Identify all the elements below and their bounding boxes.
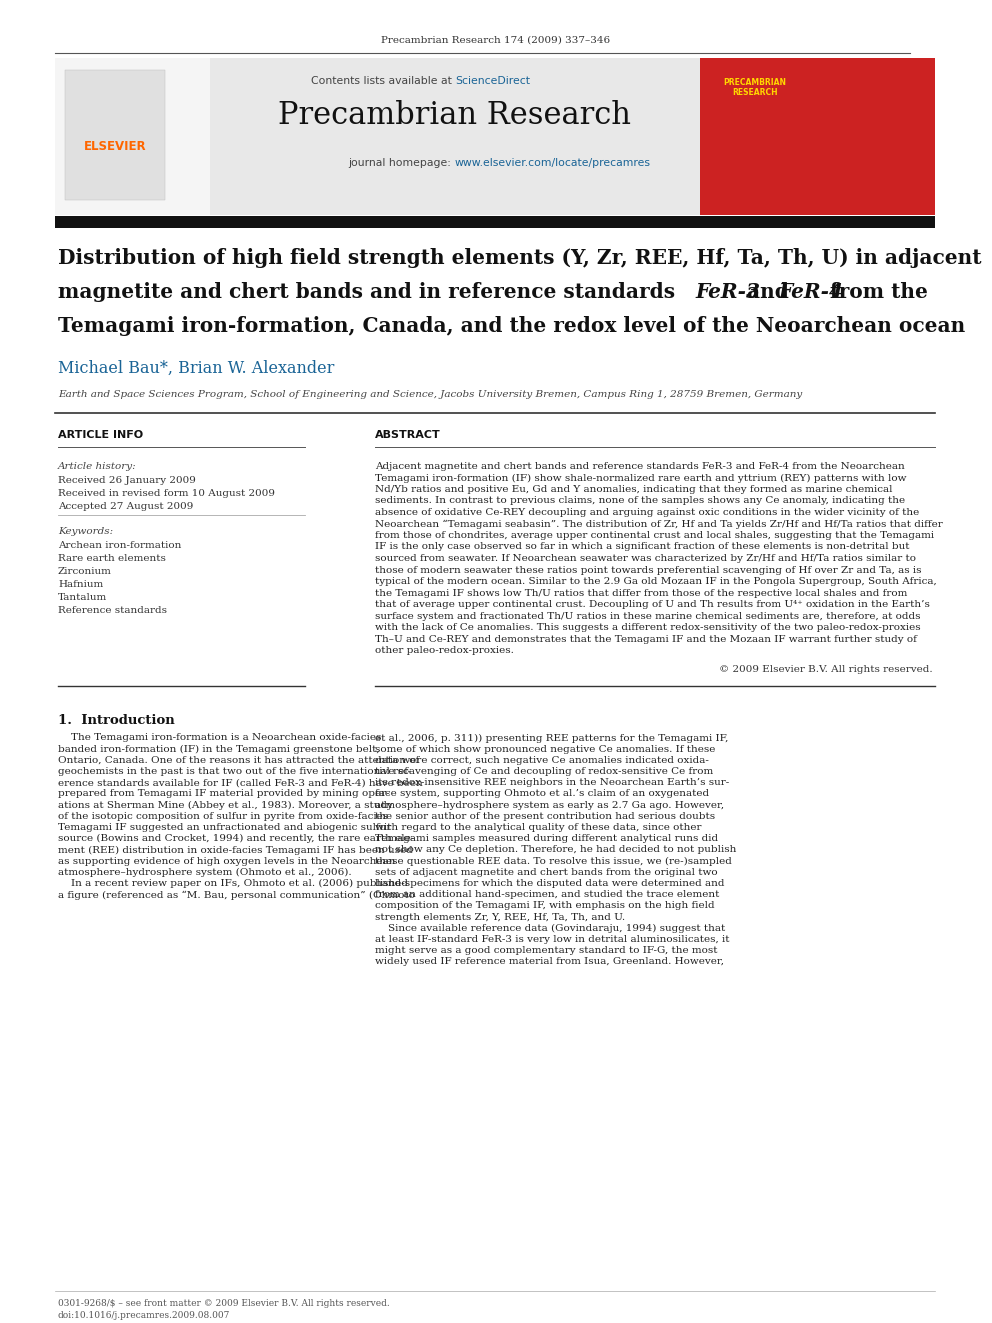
Text: with regard to the analytical quality of these data, since other: with regard to the analytical quality of… [375,823,701,832]
Text: composition of the Temagami IF, with emphasis on the high field: composition of the Temagami IF, with emp… [375,901,714,910]
Text: strength elements Zr, Y, REE, Hf, Ta, Th, and U.: strength elements Zr, Y, REE, Hf, Ta, Th… [375,913,625,922]
Text: Received 26 January 2009: Received 26 January 2009 [58,476,195,486]
Text: ARTICLE INFO: ARTICLE INFO [58,430,143,441]
FancyBboxPatch shape [65,70,165,200]
Text: FeR-3: FeR-3 [695,282,760,302]
Text: Temagami IF suggested an unfractionated and abiogenic sulfur: Temagami IF suggested an unfractionated … [58,823,392,832]
Text: ations at Sherman Mine (Abbey et al., 1983). Moreover, a study: ations at Sherman Mine (Abbey et al., 19… [58,800,393,810]
Text: from an additional hand-specimen, and studied the trace element: from an additional hand-specimen, and st… [375,890,719,900]
Text: et al., 2006, p. 311)) presenting REE patterns for the Temagami IF,: et al., 2006, p. 311)) presenting REE pa… [375,733,728,742]
Text: ELSEVIER: ELSEVIER [83,140,146,153]
Text: magnetite and chert bands and in reference standards: magnetite and chert bands and in referen… [58,282,682,302]
Text: www.elsevier.com/locate/precamres: www.elsevier.com/locate/precamres [455,157,651,168]
Text: typical of the modern ocean. Similar to the 2.9 Ga old Mozaan IF in the Pongola : typical of the modern ocean. Similar to … [375,577,936,586]
Text: ment (REE) distribution in oxide-facies Temagami IF has been used: ment (REE) distribution in oxide-facies … [58,845,413,855]
Text: Received in revised form 10 August 2009: Received in revised form 10 August 2009 [58,490,275,497]
Text: journal homepage:: journal homepage: [348,157,455,168]
Text: those of modern seawater these ratios point towards preferential scavenging of H: those of modern seawater these ratios po… [375,565,922,574]
Text: atmosphere–hydrosphere system as early as 2.7 Ga ago. However,: atmosphere–hydrosphere system as early a… [375,800,724,810]
Text: that of average upper continental crust. Decoupling of U and Th results from U⁴⁺: that of average upper continental crust.… [375,601,930,609]
Text: Reference standards: Reference standards [58,606,167,615]
Text: from the: from the [823,282,928,302]
Text: absence of oxidative Ce-REY decoupling and arguing against oxic conditions in th: absence of oxidative Ce-REY decoupling a… [375,508,920,517]
FancyBboxPatch shape [700,58,935,216]
Text: Temagami iron-formation, Canada, and the redox level of the Neoarchean ocean: Temagami iron-formation, Canada, and the… [58,316,965,336]
Text: with the lack of Ce anomalies. This suggests a different redox-sensitivity of th: with the lack of Ce anomalies. This sugg… [375,623,921,632]
FancyBboxPatch shape [55,216,935,228]
Text: not show any Ce depletion. Therefore, he had decided to not publish: not show any Ce depletion. Therefore, he… [375,845,736,855]
Text: Nd/Yb ratios and positive Eu, Gd and Y anomalies, indicating that they formed as: Nd/Yb ratios and positive Eu, Gd and Y a… [375,486,893,493]
FancyBboxPatch shape [210,58,700,216]
Text: widely used IF reference material from Isua, Greenland. However,: widely used IF reference material from I… [375,958,724,967]
FancyBboxPatch shape [55,58,210,216]
Text: prepared from Temagami IF material provided by mining oper-: prepared from Temagami IF material provi… [58,790,390,799]
Text: Zirconium: Zirconium [58,568,112,576]
Text: and: and [740,282,796,302]
Text: The Temagami iron-formation is a Neoarchean oxide-facies: The Temagami iron-formation is a Neoarch… [58,733,381,742]
Text: Distribution of high field strength elements (Y, Zr, REE, Hf, Ta, Th, U) in adja: Distribution of high field strength elem… [58,247,981,269]
Text: Precambrian Research 174 (2009) 337–346: Precambrian Research 174 (2009) 337–346 [382,36,610,45]
Text: Earth and Space Sciences Program, School of Engineering and Science, Jacobs Univ: Earth and Space Sciences Program, School… [58,390,803,400]
Text: IF is the only case observed so far in which a significant fraction of these ele: IF is the only case observed so far in w… [375,542,910,552]
Text: at least IF-standard FeR-3 is very low in detrital aluminosilicates, it: at least IF-standard FeR-3 is very low i… [375,935,729,945]
Text: atmosphere–hydrosphere system (Ohmoto et al., 2006).: atmosphere–hydrosphere system (Ohmoto et… [58,868,351,877]
Text: Accepted 27 August 2009: Accepted 27 August 2009 [58,501,193,511]
Text: banded iron-formation (IF) in the Temagami greenstone belt,: banded iron-formation (IF) in the Temaga… [58,745,380,754]
Text: some of which show pronounced negative Ce anomalies. If these: some of which show pronounced negative C… [375,745,715,754]
Text: Precambrian Research: Precambrian Research [279,101,632,131]
Text: of the isotopic composition of sulfur in pyrite from oxide-facies: of the isotopic composition of sulfur in… [58,812,388,820]
Text: Th–U and Ce-REY and demonstrates that the Temagami IF and the Mozaan IF warrant : Th–U and Ce-REY and demonstrates that th… [375,635,917,643]
Text: tive scavenging of Ce and decoupling of redox-sensitive Ce from: tive scavenging of Ce and decoupling of … [375,767,713,777]
Text: as supporting evidence of high oxygen levels in the Neoarchean: as supporting evidence of high oxygen le… [58,857,396,865]
Text: source (Bowins and Crocket, 1994) and recently, the rare earth ele-: source (Bowins and Crocket, 1994) and re… [58,835,415,844]
Text: the Temagami IF shows low Th/U ratios that differ from those of the respective l: the Temagami IF shows low Th/U ratios th… [375,589,908,598]
Text: its redox-insensitive REE neighbors in the Neoarchean Earth’s sur-: its redox-insensitive REE neighbors in t… [375,778,729,787]
Text: these questionable REE data. To resolve this issue, we (re-)sampled: these questionable REE data. To resolve … [375,857,732,865]
Text: 1.  Introduction: 1. Introduction [58,713,175,726]
Text: PRECAMBRIAN
RESEARCH: PRECAMBRIAN RESEARCH [723,78,787,98]
Text: Temagami iron-formation (IF) show shale-normalized rare earth and yttrium (REY) : Temagami iron-formation (IF) show shale-… [375,474,907,483]
Text: face system, supporting Ohmoto et al.’s claim of an oxygenated: face system, supporting Ohmoto et al.’s … [375,790,709,799]
Text: Hafnium: Hafnium [58,579,103,589]
Text: In a recent review paper on IFs, Ohmoto et al. (2006) published: In a recent review paper on IFs, Ohmoto … [58,878,408,888]
Text: Rare earth elements: Rare earth elements [58,554,166,564]
Text: Since available reference data (Govindaraju, 1994) suggest that: Since available reference data (Govindar… [375,923,725,933]
Text: from those of chondrites, average upper continental crust and local shales, sugg: from those of chondrites, average upper … [375,531,934,540]
Text: © 2009 Elsevier B.V. All rights reserved.: © 2009 Elsevier B.V. All rights reserved… [719,665,933,675]
Text: sets of adjacent magnetite and chert bands from the original two: sets of adjacent magnetite and chert ban… [375,868,717,877]
Text: might serve as a good complementary standard to IF-G, the most: might serve as a good complementary stan… [375,946,717,955]
Text: Keywords:: Keywords: [58,527,113,536]
Text: Adjacent magnetite and chert bands and reference standards FeR-3 and FeR-4 from : Adjacent magnetite and chert bands and r… [375,462,905,471]
Text: FeR-4: FeR-4 [778,282,843,302]
Text: 0301-9268/$ – see front matter © 2009 Elsevier B.V. All rights reserved.: 0301-9268/$ – see front matter © 2009 El… [58,1299,390,1308]
Text: data were correct, such negative Ce anomalies indicated oxida-: data were correct, such negative Ce anom… [375,755,709,765]
Text: doi:10.1016/j.precamres.2009.08.007: doi:10.1016/j.precamres.2009.08.007 [58,1311,230,1320]
Text: hand-specimens for which the disputed data were determined and: hand-specimens for which the disputed da… [375,878,724,888]
Text: ScienceDirect: ScienceDirect [455,75,530,86]
Text: Michael Bau*, Brian W. Alexander: Michael Bau*, Brian W. Alexander [58,360,334,377]
Text: a figure (referenced as “M. Bau, personal communication” (Ohmoto: a figure (referenced as “M. Bau, persona… [58,890,415,900]
Text: Article history:: Article history: [58,462,137,471]
Text: other paleo-redox-proxies.: other paleo-redox-proxies. [375,646,514,655]
Text: sediments. In contrast to previous claims, none of the samples shows any Ce anom: sediments. In contrast to previous claim… [375,496,905,505]
Text: Neoarchean “Temagami seabasin”. The distribution of Zr, Hf and Ta yields Zr/Hf a: Neoarchean “Temagami seabasin”. The dist… [375,520,942,529]
Text: Temagami samples measured during different analytical runs did: Temagami samples measured during differe… [375,835,718,843]
Text: surface system and fractionated Th/U ratios in these marine chemical sediments a: surface system and fractionated Th/U rat… [375,611,921,620]
Text: the senior author of the present contribution had serious doubts: the senior author of the present contrib… [375,812,715,820]
Text: geochemists in the past is that two out of the five international ref-: geochemists in the past is that two out … [58,767,411,777]
Text: erence standards available for IF (called FeR-3 and FeR-4) have been: erence standards available for IF (calle… [58,778,423,787]
Text: ABSTRACT: ABSTRACT [375,430,440,441]
Text: Archean iron-formation: Archean iron-formation [58,541,182,550]
Text: sourced from seawater. If Neoarchean seawater was characterized by Zr/Hf and Hf/: sourced from seawater. If Neoarchean sea… [375,554,916,564]
Text: Contents lists available at: Contents lists available at [310,75,455,86]
Text: Tantalum: Tantalum [58,593,107,602]
Text: Ontario, Canada. One of the reasons it has attracted the attention of: Ontario, Canada. One of the reasons it h… [58,755,420,765]
